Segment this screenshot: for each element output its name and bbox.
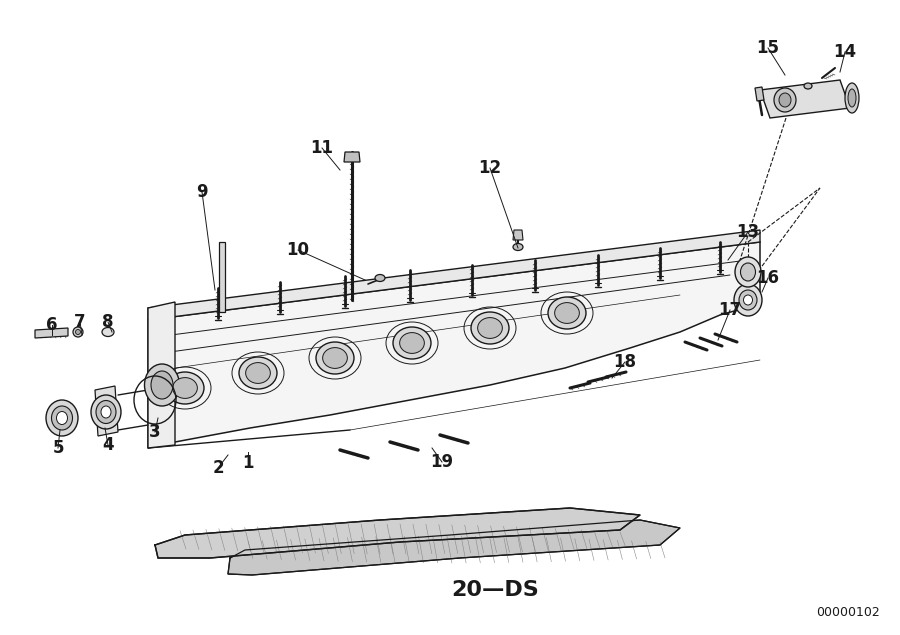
Ellipse shape	[741, 263, 755, 281]
Text: 8: 8	[103, 313, 113, 331]
Text: 2: 2	[212, 459, 224, 477]
Ellipse shape	[102, 328, 114, 337]
Text: 13: 13	[736, 223, 760, 241]
Text: 15: 15	[757, 39, 779, 57]
Ellipse shape	[739, 290, 757, 310]
Ellipse shape	[46, 400, 78, 436]
Text: 17: 17	[718, 301, 742, 319]
Text: 11: 11	[310, 139, 334, 157]
Ellipse shape	[471, 312, 509, 344]
Ellipse shape	[743, 295, 752, 305]
Text: 1: 1	[242, 454, 254, 472]
Text: 14: 14	[833, 43, 857, 61]
Polygon shape	[513, 230, 523, 240]
Ellipse shape	[151, 371, 173, 399]
Ellipse shape	[316, 342, 354, 374]
Ellipse shape	[393, 327, 431, 359]
Ellipse shape	[375, 274, 385, 281]
Text: 9: 9	[196, 183, 208, 201]
Polygon shape	[760, 80, 850, 118]
Text: 6: 6	[46, 316, 58, 334]
Text: 19: 19	[430, 453, 454, 471]
Polygon shape	[755, 87, 764, 101]
Text: 00000102: 00000102	[816, 606, 880, 618]
Text: 5: 5	[52, 439, 64, 457]
Ellipse shape	[145, 364, 179, 406]
Polygon shape	[148, 242, 760, 448]
Polygon shape	[148, 230, 760, 320]
Polygon shape	[35, 328, 68, 338]
Text: 7: 7	[74, 313, 86, 331]
Text: 4: 4	[103, 436, 113, 454]
Ellipse shape	[239, 357, 277, 389]
Ellipse shape	[779, 93, 791, 107]
Text: 10: 10	[286, 241, 310, 259]
Polygon shape	[95, 386, 118, 436]
Polygon shape	[219, 242, 225, 312]
Text: 12: 12	[479, 159, 501, 177]
Text: 18: 18	[614, 353, 636, 371]
Ellipse shape	[848, 89, 856, 107]
Ellipse shape	[173, 378, 197, 398]
Ellipse shape	[774, 88, 796, 112]
Ellipse shape	[845, 83, 859, 113]
Polygon shape	[148, 302, 175, 448]
Ellipse shape	[735, 257, 761, 287]
Ellipse shape	[246, 363, 270, 384]
Ellipse shape	[548, 297, 586, 329]
Ellipse shape	[166, 372, 204, 404]
Circle shape	[73, 327, 83, 337]
Ellipse shape	[804, 83, 812, 89]
Ellipse shape	[400, 333, 425, 354]
Ellipse shape	[91, 395, 121, 429]
Polygon shape	[344, 152, 360, 162]
Ellipse shape	[51, 406, 73, 430]
Ellipse shape	[513, 243, 523, 250]
Ellipse shape	[554, 303, 580, 323]
Ellipse shape	[322, 347, 347, 368]
Text: 3: 3	[149, 423, 161, 441]
Ellipse shape	[734, 284, 762, 316]
Ellipse shape	[101, 406, 111, 418]
Circle shape	[76, 330, 80, 335]
Polygon shape	[228, 520, 680, 575]
Text: 16: 16	[757, 269, 779, 287]
Ellipse shape	[57, 411, 68, 425]
Polygon shape	[155, 508, 640, 558]
Ellipse shape	[478, 318, 502, 338]
Ellipse shape	[96, 401, 116, 424]
Text: 20—DS: 20—DS	[451, 580, 539, 600]
